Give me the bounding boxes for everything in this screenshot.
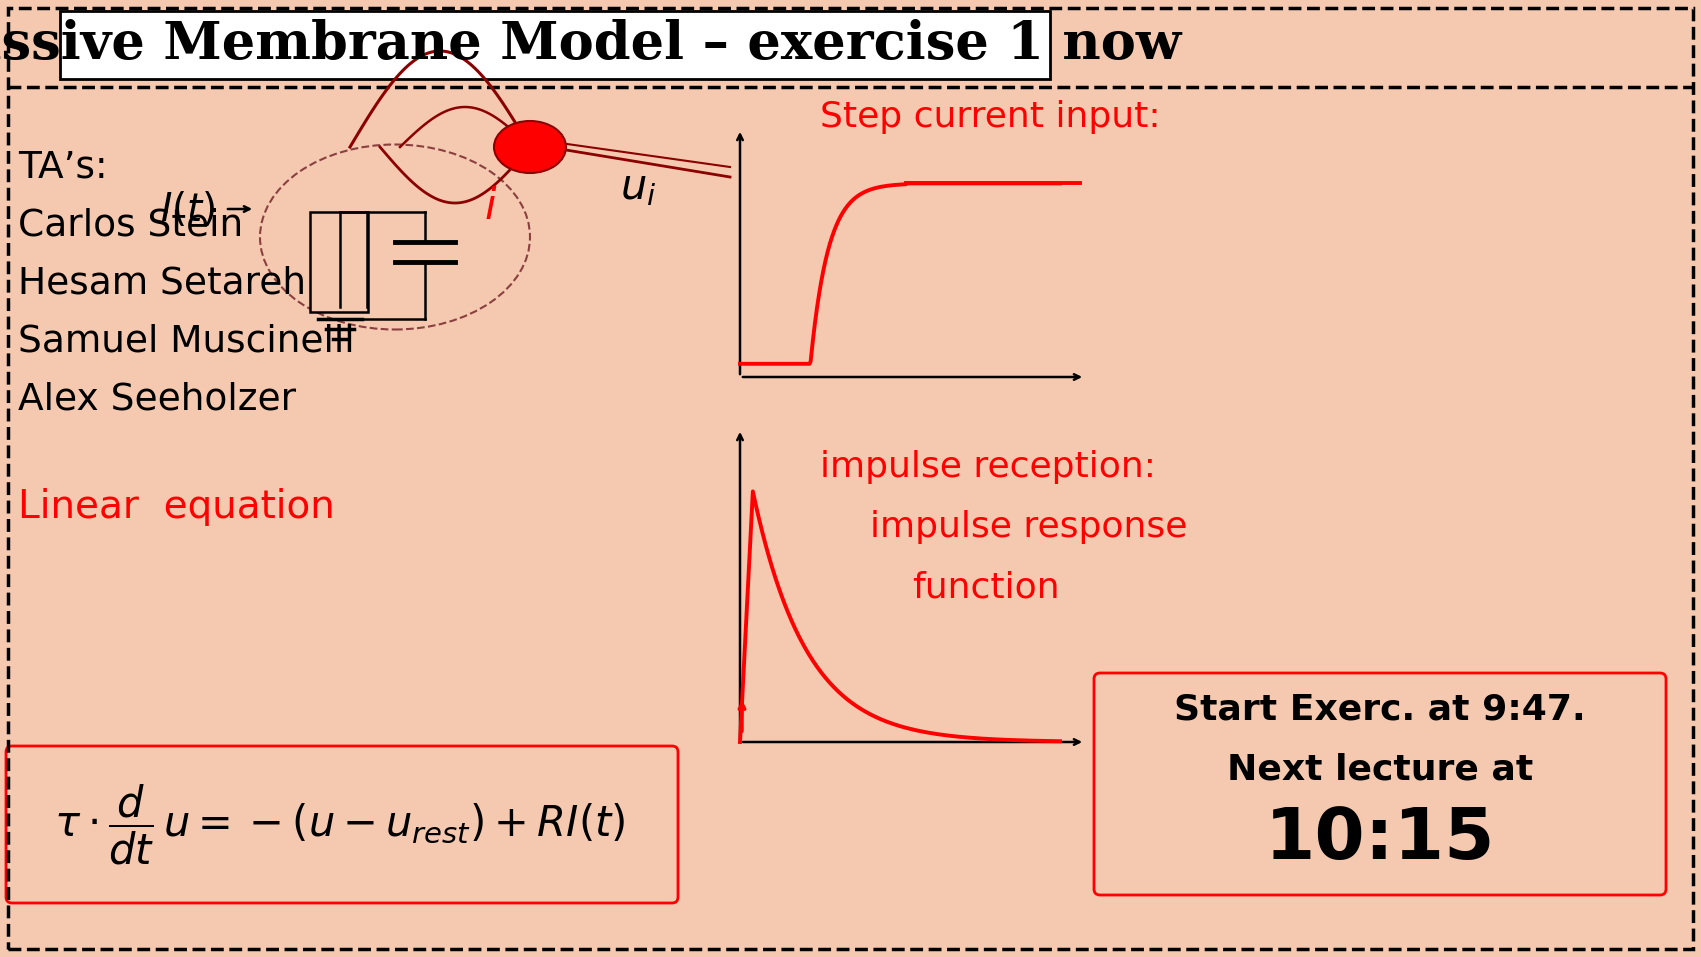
Text: Alex Seeholzer: Alex Seeholzer — [19, 381, 296, 417]
Text: 10:15: 10:15 — [1266, 805, 1495, 874]
Text: Linear  equation: Linear equation — [19, 488, 335, 526]
Text: $I(t)$: $I(t)$ — [160, 189, 216, 229]
Text: $u_i$: $u_i$ — [619, 166, 657, 208]
Text: function: function — [912, 570, 1060, 604]
Text: Samuel Muscinelli: Samuel Muscinelli — [19, 323, 354, 359]
Text: Passive Membrane Model – exercise 1 now: Passive Membrane Model – exercise 1 now — [0, 18, 1180, 70]
Text: i: i — [485, 186, 495, 228]
Text: $\tau \cdot \dfrac{d}{dt}\,u = -(u - u_{rest}) + RI(t)$: $\tau \cdot \dfrac{d}{dt}\,u = -(u - u_{… — [54, 783, 626, 867]
FancyBboxPatch shape — [60, 11, 1050, 79]
Text: impulse response: impulse response — [869, 510, 1187, 544]
Text: TA’s:: TA’s: — [19, 149, 107, 185]
Text: Step current input:: Step current input: — [820, 100, 1160, 134]
Ellipse shape — [493, 121, 566, 173]
Text: Carlos Stein: Carlos Stein — [19, 207, 243, 243]
Text: Start Exerc. at 9:47.: Start Exerc. at 9:47. — [1174, 692, 1585, 726]
Bar — [310, 212, 367, 312]
FancyBboxPatch shape — [1094, 673, 1665, 895]
Text: Next lecture at: Next lecture at — [1226, 752, 1533, 786]
FancyBboxPatch shape — [7, 746, 679, 903]
Text: Hesam Setareh: Hesam Setareh — [19, 265, 306, 301]
Text: impulse reception:: impulse reception: — [820, 450, 1157, 484]
